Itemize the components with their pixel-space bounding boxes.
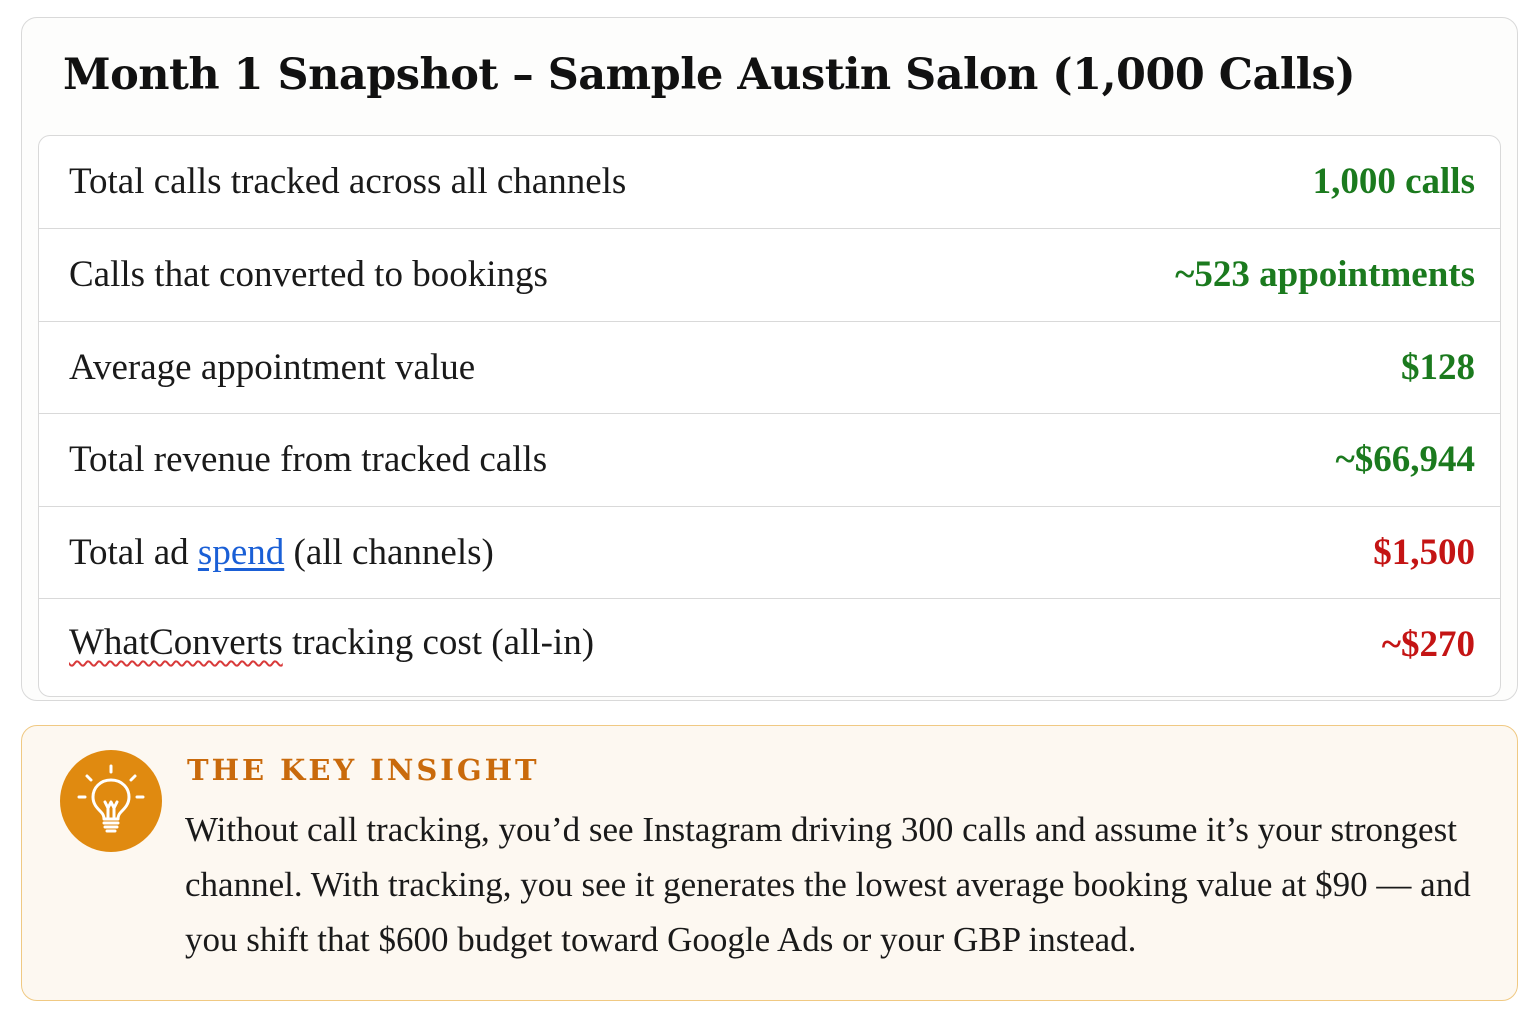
insight-card: THE KEY INSIGHT Without call tracking, y… xyxy=(21,725,1518,1001)
metric-row-total-calls: Total calls tracked across all channels … xyxy=(39,136,1500,228)
metric-label: Average appointment value xyxy=(69,347,476,388)
metric-row-average-value: Average appointment value $128 xyxy=(39,321,1500,413)
metric-value-positive: 1,000 calls xyxy=(1312,161,1475,202)
metric-label: Total calls tracked across all channels xyxy=(69,161,627,202)
metric-row-converted-calls: Calls that converted to bookings ~523 ap… xyxy=(39,228,1500,320)
metric-row-ad-spend: Total ad spend (all channels) $1,500 xyxy=(39,506,1500,598)
snapshot-title: Month 1 Snapshot – Sample Austin Salon (… xyxy=(63,50,1356,100)
metric-value-negative: ~$270 xyxy=(1381,624,1475,665)
metric-label: Total ad spend (all channels) xyxy=(69,507,494,599)
metrics-table: Total calls tracked across all channels … xyxy=(38,135,1501,697)
spend-link[interactable]: spend xyxy=(197,532,285,573)
metric-row-total-revenue: Total revenue from tracked calls ~$66,94… xyxy=(39,413,1500,505)
snapshot-card: Month 1 Snapshot – Sample Austin Salon (… xyxy=(21,17,1518,701)
spellcheck-flagged-word: WhatConverts xyxy=(69,622,283,663)
label-text: (all channels) xyxy=(284,532,494,573)
insight-body: Without call tracking, you’d see Instagr… xyxy=(185,810,1471,959)
label-text: tracking cost (all-in) xyxy=(282,622,595,663)
metric-value-positive: $128 xyxy=(1401,347,1475,388)
metric-label: WhatConverts tracking cost (all-in) xyxy=(69,599,594,691)
metric-row-tracking-cost: WhatConverts tracking cost (all-in) ~$27… xyxy=(39,598,1500,690)
metric-value-positive: ~$66,944 xyxy=(1335,439,1476,480)
metric-label: Total revenue from tracked calls xyxy=(69,439,548,480)
label-text: Total ad xyxy=(69,532,198,573)
insight-heading: THE KEY INSIGHT xyxy=(187,753,540,787)
metric-value-positive: ~523 appointments xyxy=(1175,254,1475,295)
metric-label: Calls that converted to bookings xyxy=(69,254,548,295)
metric-value-negative: $1,500 xyxy=(1373,532,1475,573)
lightbulb-icon xyxy=(60,750,162,852)
